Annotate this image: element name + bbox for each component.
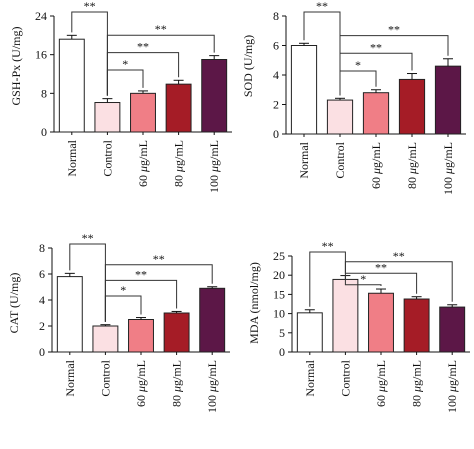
- y-tick-label: 25: [273, 249, 285, 263]
- significance-label: **: [393, 249, 405, 263]
- bar-control: [326, 99, 354, 135]
- x-tick-label: 100 μg/mL: [441, 142, 455, 195]
- y-tick-label: 20: [273, 268, 285, 282]
- x-tick-label: 100 μg/mL: [207, 140, 221, 193]
- significance-label: **: [316, 0, 328, 13]
- gsh-px-y-axis-label: GSH-Px (U/mg): [9, 26, 23, 105]
- y-tick-label: 0: [41, 125, 47, 139]
- y-tick-label: 10: [273, 307, 285, 321]
- bar-60: [362, 92, 390, 135]
- significance-label: **: [375, 260, 387, 274]
- x-tick-label: Normal: [65, 139, 79, 176]
- y-tick-label: 0: [39, 345, 45, 359]
- x-tick-label: Control: [98, 359, 112, 396]
- x-tick-label: Control: [338, 359, 352, 396]
- bar-control: [94, 102, 121, 133]
- significance-label: **: [153, 252, 165, 266]
- significance-bracket: [106, 34, 215, 96]
- bar-60: [128, 319, 154, 353]
- significance-label: *: [360, 272, 366, 286]
- significance-bracket: [104, 295, 142, 322]
- y-tick-label: 15: [273, 287, 285, 301]
- significance-label: **: [82, 231, 94, 245]
- panel-cat: 0 2 4 6 8 CAT (U/mg) Normal Control 60 μg/mL 80 μ…: [7, 231, 230, 413]
- bar-normal: [58, 38, 85, 133]
- bar-60: [130, 92, 156, 133]
- panel-gsh-px: 0 8 16 24 GSH-Px (U/mg) Normal Control 60 μg/mL…: [9, 0, 232, 193]
- sod-y-axis-label: SOD (U/mg): [241, 35, 255, 97]
- significance-label: **: [135, 267, 147, 281]
- bar-100: [201, 59, 228, 133]
- x-tick-label: Control: [333, 141, 347, 178]
- bar-80: [165, 83, 192, 133]
- y-tick-label: 8: [273, 9, 279, 23]
- significance-label: **: [322, 239, 334, 253]
- y-tick-label: 0: [279, 345, 285, 359]
- cat-y-axis-label: CAT (U/mg): [7, 273, 21, 334]
- bar-100: [434, 65, 462, 135]
- bar-normal: [290, 45, 318, 135]
- x-tick-label: 100 μg/mL: [205, 360, 219, 413]
- significance-label: **: [155, 22, 167, 36]
- bar-80: [403, 298, 430, 353]
- bar-control: [92, 325, 119, 353]
- bar-80: [163, 312, 190, 353]
- x-tick-label: 60 μg/mL: [374, 360, 388, 407]
- y-tick-label: 0: [273, 127, 279, 141]
- significance-bracket: [344, 272, 382, 287]
- y-tick-label: 8: [39, 241, 45, 255]
- significance-label: *: [122, 57, 128, 71]
- mda-y-axis-label: MDA (nmol/mg): [247, 262, 261, 344]
- significance-label: **: [137, 40, 149, 54]
- bar-normal: [296, 312, 323, 353]
- bar-80: [398, 78, 426, 135]
- x-tick-label: 60 μg/mL: [136, 140, 150, 187]
- y-tick-label: 6: [273, 39, 279, 53]
- x-tick-label: Normal: [297, 141, 311, 178]
- x-tick-label: 80 μg/mL: [172, 140, 186, 187]
- panel-mda: 0 5 10 15 20 25 MDA (nmol/mg) Normal Control 60 μ…: [247, 239, 470, 413]
- x-tick-label: 60 μg/mL: [134, 360, 148, 407]
- y-tick-label: 24: [35, 9, 47, 23]
- x-tick-label: Normal: [303, 359, 317, 396]
- panel-sod: 0 2 4 6 8 SOD (U/mg) Normal Control 60 μg/mL 80 μ…: [241, 0, 466, 195]
- bar-60: [368, 292, 394, 353]
- x-tick-label: 60 μg/mL: [369, 142, 383, 189]
- y-tick-label: 4: [39, 293, 45, 307]
- significance-label: *: [355, 58, 361, 72]
- y-tick-label: 2: [273, 98, 279, 112]
- significance-label: **: [84, 0, 96, 13]
- y-tick-label: 2: [39, 319, 45, 333]
- significance-label: **: [388, 23, 400, 37]
- bar-100: [439, 306, 466, 353]
- significance-bracket: [344, 272, 418, 294]
- x-tick-label: 80 μg/mL: [170, 360, 184, 407]
- significance-label: *: [120, 283, 126, 297]
- y-tick-label: 8: [41, 86, 47, 100]
- significance-bracket: [106, 69, 144, 96]
- significance-bracket: [339, 35, 449, 96]
- y-tick-label: 6: [39, 267, 45, 281]
- bar-100: [199, 287, 226, 353]
- significance-bracket: [344, 261, 453, 302]
- y-tick-label: 16: [35, 48, 47, 62]
- x-tick-label: 80 μg/mL: [405, 142, 419, 189]
- y-tick-label: 4: [273, 68, 279, 82]
- significance-label: **: [370, 40, 382, 54]
- bar-normal: [56, 276, 83, 353]
- x-tick-label: Control: [100, 139, 114, 176]
- bar-control: [332, 278, 359, 353]
- x-tick-label: 100 μg/mL: [445, 360, 459, 413]
- x-tick-label: 80 μg/mL: [410, 360, 424, 407]
- y-tick-label: 5: [279, 326, 285, 340]
- x-tick-label: Normal: [63, 359, 77, 396]
- significance-bracket: [339, 70, 377, 96]
- significance-bracket: [104, 264, 213, 322]
